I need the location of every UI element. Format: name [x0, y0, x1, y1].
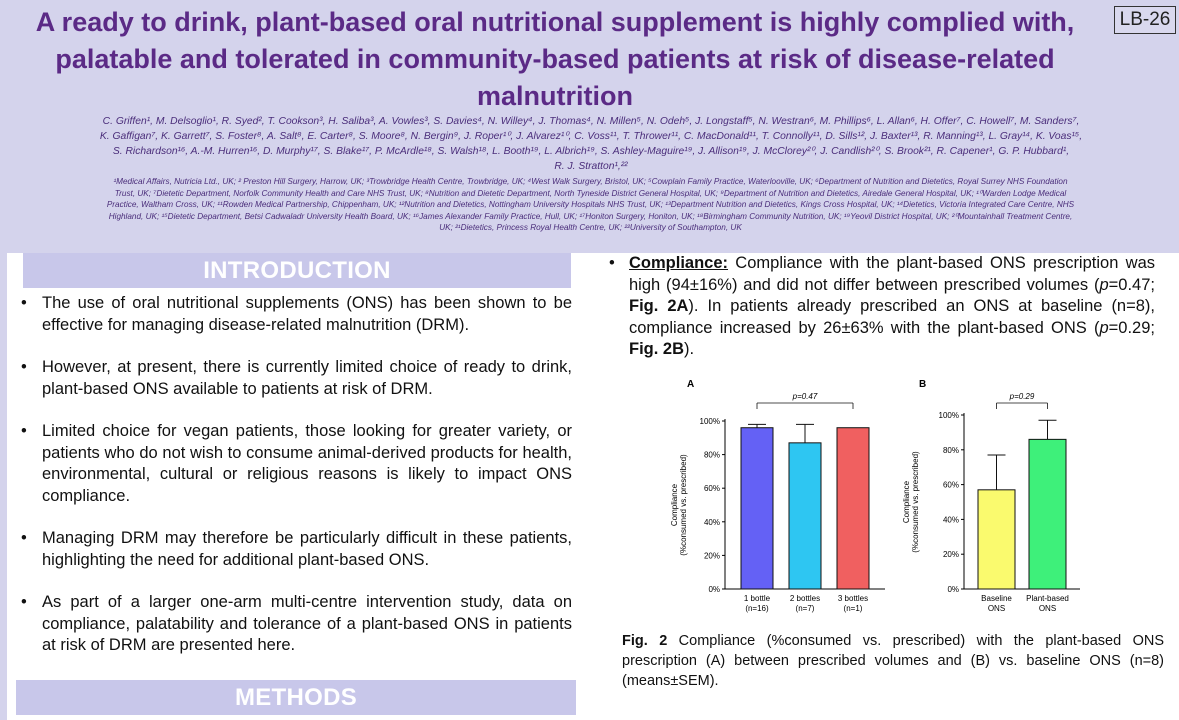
author-line: S. Richardson¹⁶, A.-M. Hurren¹⁶, D. Murp… [112, 146, 1070, 157]
x-tick-label: 1 bottle [744, 594, 771, 603]
y-tick-label: 100% [700, 417, 720, 426]
results-panel: • Compliance: Compliance with the plant-… [592, 253, 1179, 720]
y-tick-label: 100% [939, 411, 959, 420]
affiliation-list: ¹Medical Affairs, Nutricia Ltd., UK; ² P… [4, 176, 1177, 234]
introduction-panel: INTRODUCTION The use of oral nutritional… [7, 253, 592, 720]
y-tick-label: 20% [943, 550, 959, 559]
significance-label: p=0.47 [792, 392, 818, 401]
y-tick-label: 40% [943, 515, 959, 524]
list-item: As part of a larger one-arm multi-centre… [17, 592, 572, 657]
x-tick-label: Plant-based [1026, 594, 1069, 603]
bar [788, 442, 822, 590]
y-tick-label: 20% [704, 551, 720, 560]
y-axis-label: (%consumed vs. prescribed) [911, 451, 920, 553]
y-tick-label: 80% [943, 446, 959, 455]
list-item: The use of oral nutritional supplements … [17, 293, 572, 336]
compliance-text: ). [684, 340, 695, 358]
compliance-text: ). In patients already prescribed an ONS… [629, 297, 1156, 337]
bar [836, 427, 870, 590]
list-item: However, at present, there is currently … [17, 357, 572, 400]
affiliation-line: Trust, UK; ⁷Dietetic Department, Norfolk… [114, 188, 1067, 198]
x-tick-label: (n=16) [745, 604, 769, 613]
x-tick-label: ONS [1039, 604, 1056, 613]
panel-label: A [687, 379, 694, 390]
compliance-text: Compliance with the plant-based ONS pres… [629, 254, 1155, 294]
compliance-lead: Compliance: [629, 254, 729, 272]
fig2a-ref: Fig. 2A [629, 297, 689, 315]
y-tick-label: 40% [704, 518, 720, 527]
affiliation-line: UK; ²¹Dietetics, Princess Royal Health C… [439, 223, 742, 233]
y-tick-label: 60% [704, 484, 720, 493]
x-tick-label: (n=7) [796, 604, 815, 613]
y-tick-label: 80% [704, 451, 720, 460]
y-axis-label: (%consumed vs. prescribed) [679, 454, 688, 556]
author-line: C. Griffen¹, M. Delsoglio¹, R. Syed², T.… [102, 116, 1080, 127]
bar [1028, 438, 1067, 590]
x-tick-label: Baseline [981, 594, 1012, 603]
x-tick-label: (n=1) [844, 604, 863, 613]
y-tick-label: 60% [943, 481, 959, 490]
compliance-text: =0.47; [1108, 275, 1155, 294]
methods-heading: METHODS [16, 680, 576, 715]
list-item: Managing DRM may therefore be particular… [17, 528, 572, 571]
title-line-3: malnutrition [477, 81, 633, 111]
introduction-heading: INTRODUCTION [23, 253, 571, 288]
title-line-1: A ready to drink, plant-based oral nutri… [35, 7, 1075, 37]
affiliation-line: Practice, Waltham Cross, UK; ¹¹Rowden Me… [106, 200, 1075, 210]
poster-title: A ready to drink, plant-based oral nutri… [0, 4, 1110, 115]
x-tick-label: ONS [988, 604, 1005, 613]
author-line: K. Gaffigan⁷, K. Garrett⁷, S. Foster⁸, A… [99, 131, 1083, 142]
significance-label: p=0.29 [1009, 392, 1035, 401]
poster-header: A ready to drink, plant-based oral nutri… [0, 0, 1179, 253]
p-symbol: p [1099, 318, 1109, 337]
compliance-paragraph: • Compliance: Compliance with the plant-… [607, 253, 1155, 361]
compliance-text: =0.29; [1108, 318, 1155, 337]
y-axis-label: Compliance [902, 480, 911, 523]
y-tick-label: 0% [947, 585, 959, 594]
figure-label: Fig. 2 [622, 633, 668, 649]
x-tick-label: 3 bottles [838, 594, 868, 603]
p-symbol: p [1099, 275, 1109, 294]
title-line-2: palatable and tolerated in community-bas… [55, 44, 1055, 74]
author-list: C. Griffen¹, M. Delsoglio¹, R. Syed², T.… [8, 114, 1174, 174]
introduction-bullets: The use of oral nutritional supplements … [17, 293, 572, 678]
figure-caption-text: Compliance (%consumed vs. prescribed) wi… [622, 633, 1164, 689]
x-tick-label: 2 bottles [790, 594, 820, 603]
list-item: Limited choice for vegan patients, those… [17, 421, 572, 507]
bar [740, 427, 774, 590]
bar [977, 489, 1016, 590]
y-tick-label: 0% [708, 585, 720, 594]
affiliation-line: ¹Medical Affairs, Nutricia Ltd., UK; ² P… [113, 177, 1068, 186]
abstract-id-badge: LB-26 [1114, 6, 1176, 34]
y-axis-label: Compliance [670, 483, 679, 526]
bullet-icon: • [609, 254, 615, 272]
affiliation-line: Highland, UK; ¹⁵Dietetic Department, Bet… [108, 211, 1073, 221]
author-line: R. J. Stratton¹,²² [554, 161, 628, 172]
figure-caption: Fig. 2 Compliance (%consumed vs. prescri… [622, 631, 1164, 691]
fig2b-ref: Fig. 2B [629, 340, 685, 358]
figure-2-charts: A0%20%40%60%80%100%Compliance (%consumed … [670, 379, 1080, 613]
panel-label: B [919, 379, 926, 390]
